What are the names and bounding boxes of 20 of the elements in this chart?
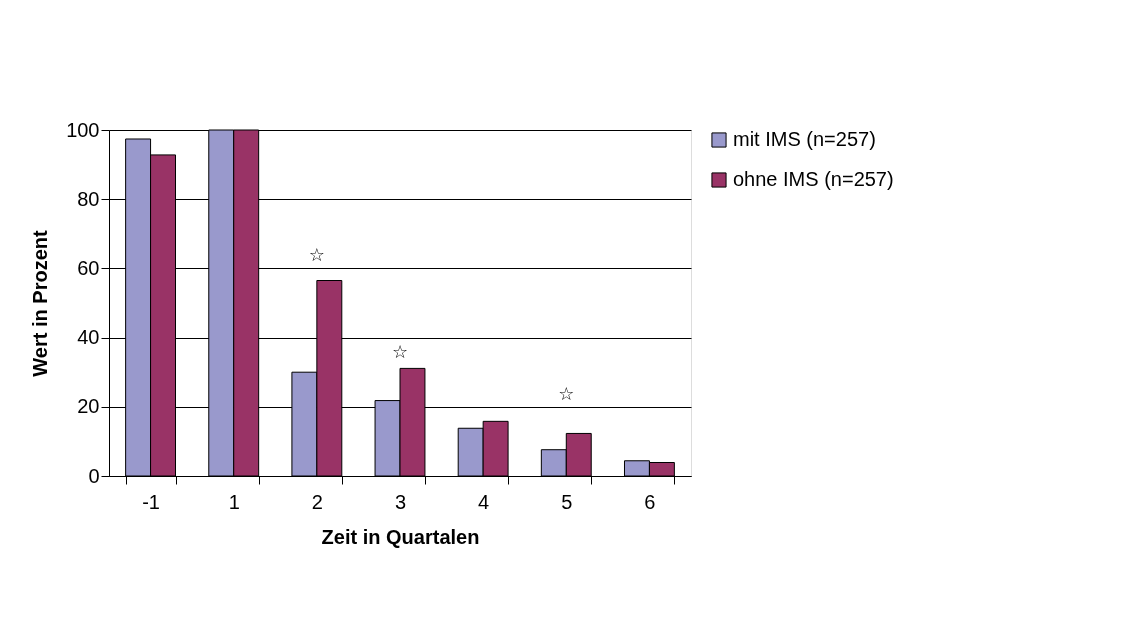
x-tick-label: 4 (478, 490, 490, 513)
x-tick-label: -1 (142, 490, 160, 513)
legend-label: ohne IMS (n=257) (733, 168, 894, 190)
legend-label: mit IMS (n=257) (733, 128, 876, 150)
x-tick-label: 3 (394, 490, 407, 513)
x-tick-label: 2 (311, 490, 323, 513)
y-tick-label: 20 (77, 395, 100, 418)
y-tick-label: 100 (66, 118, 100, 141)
x-tick-label: 1 (228, 490, 240, 513)
y-tick-label: 60 (77, 256, 100, 279)
x-axis-title: Zeit in Quartalen (321, 525, 480, 548)
annotation: ☆ (391, 340, 409, 362)
y-tick-label: 0 (88, 464, 100, 487)
y-tick-label: 80 (77, 187, 100, 210)
annotation: ☆ (558, 382, 575, 404)
x-tick-label: 5 (561, 490, 573, 513)
x-tick-label: 6 (644, 490, 656, 513)
y-axis-title: Wert in Prozent (29, 230, 52, 377)
y-tick-label: 40 (77, 326, 100, 349)
annotation: ☆ (308, 244, 325, 266)
